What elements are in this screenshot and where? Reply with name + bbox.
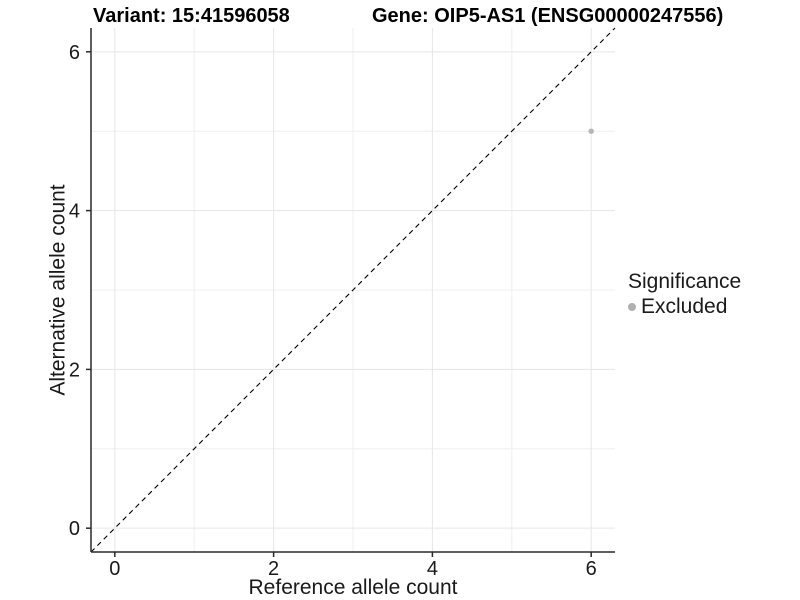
excluded-point-icon [628,303,636,311]
x-tick-label: 6 [586,558,597,580]
legend: Significance Excluded [628,270,741,318]
y-tick-label: 2 [69,359,80,381]
y-tick-label: 0 [69,518,80,540]
y-axis-title: Alternative allele count [46,184,70,396]
variant-title: Variant: 15:41596058 [93,5,290,27]
x-tick-label: 4 [427,558,438,580]
identity-line [90,27,616,553]
x-tick-label: 0 [109,558,120,580]
gene-title: Gene: OIP5-AS1 (ENSG00000247556) [372,5,724,27]
x-axis-title: Reference allele count [248,576,458,599]
y-tick-label: 4 [69,201,80,223]
legend-item-excluded: Excluded [628,296,741,318]
x-tick-label: 2 [268,558,279,580]
legend-title: Significance [628,270,742,293]
y-tick-label: 6 [69,42,80,64]
legend-item-label: Excluded [641,295,728,318]
data-point-excluded [588,128,594,134]
